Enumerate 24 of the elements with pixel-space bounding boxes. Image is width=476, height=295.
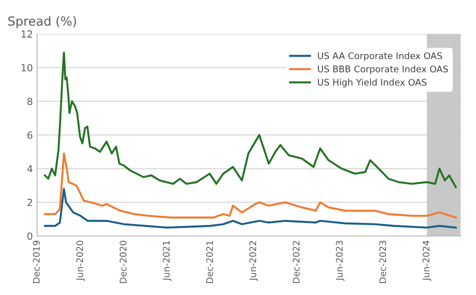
y-tick-label: 8: [27, 98, 32, 106]
y-tick-label: 12: [22, 30, 32, 38]
line-series: [44, 152, 457, 218]
legend-label: US High Yield Index OAS: [318, 78, 426, 88]
line-series: [44, 51, 457, 188]
x-tick-label: Dec-2020: [120, 240, 127, 283]
line-series: [44, 188, 457, 229]
legend-label: US AA Corporate Index OAS: [318, 52, 442, 61]
x-tick-label: Dec-2021: [206, 241, 214, 283]
x-tick-label: Jun-2022: [249, 241, 258, 281]
x-tick-label: Jun-2020: [76, 240, 85, 281]
legend-label: US BBB Corporate Index OAS: [318, 65, 448, 74]
y-tick-label: 2: [27, 198, 32, 206]
chart-title: Spread (%): [8, 16, 76, 28]
y-tick-label: 0: [27, 232, 32, 240]
x-tick-label: Jun-2023: [336, 240, 344, 281]
y-tick-label: 10: [22, 64, 32, 72]
x-tick-label: Jun-2024: [422, 240, 432, 281]
x-tick-label: Dec-2019: [32, 240, 40, 283]
x-tick-label: Dec-2023: [379, 240, 386, 283]
y-tick-label: 4: [27, 165, 32, 172]
y-tick-label: 6: [27, 131, 32, 139]
x-tick-label: Jun-2021: [162, 241, 172, 281]
x-tick-label: Dec-2022: [292, 241, 300, 283]
